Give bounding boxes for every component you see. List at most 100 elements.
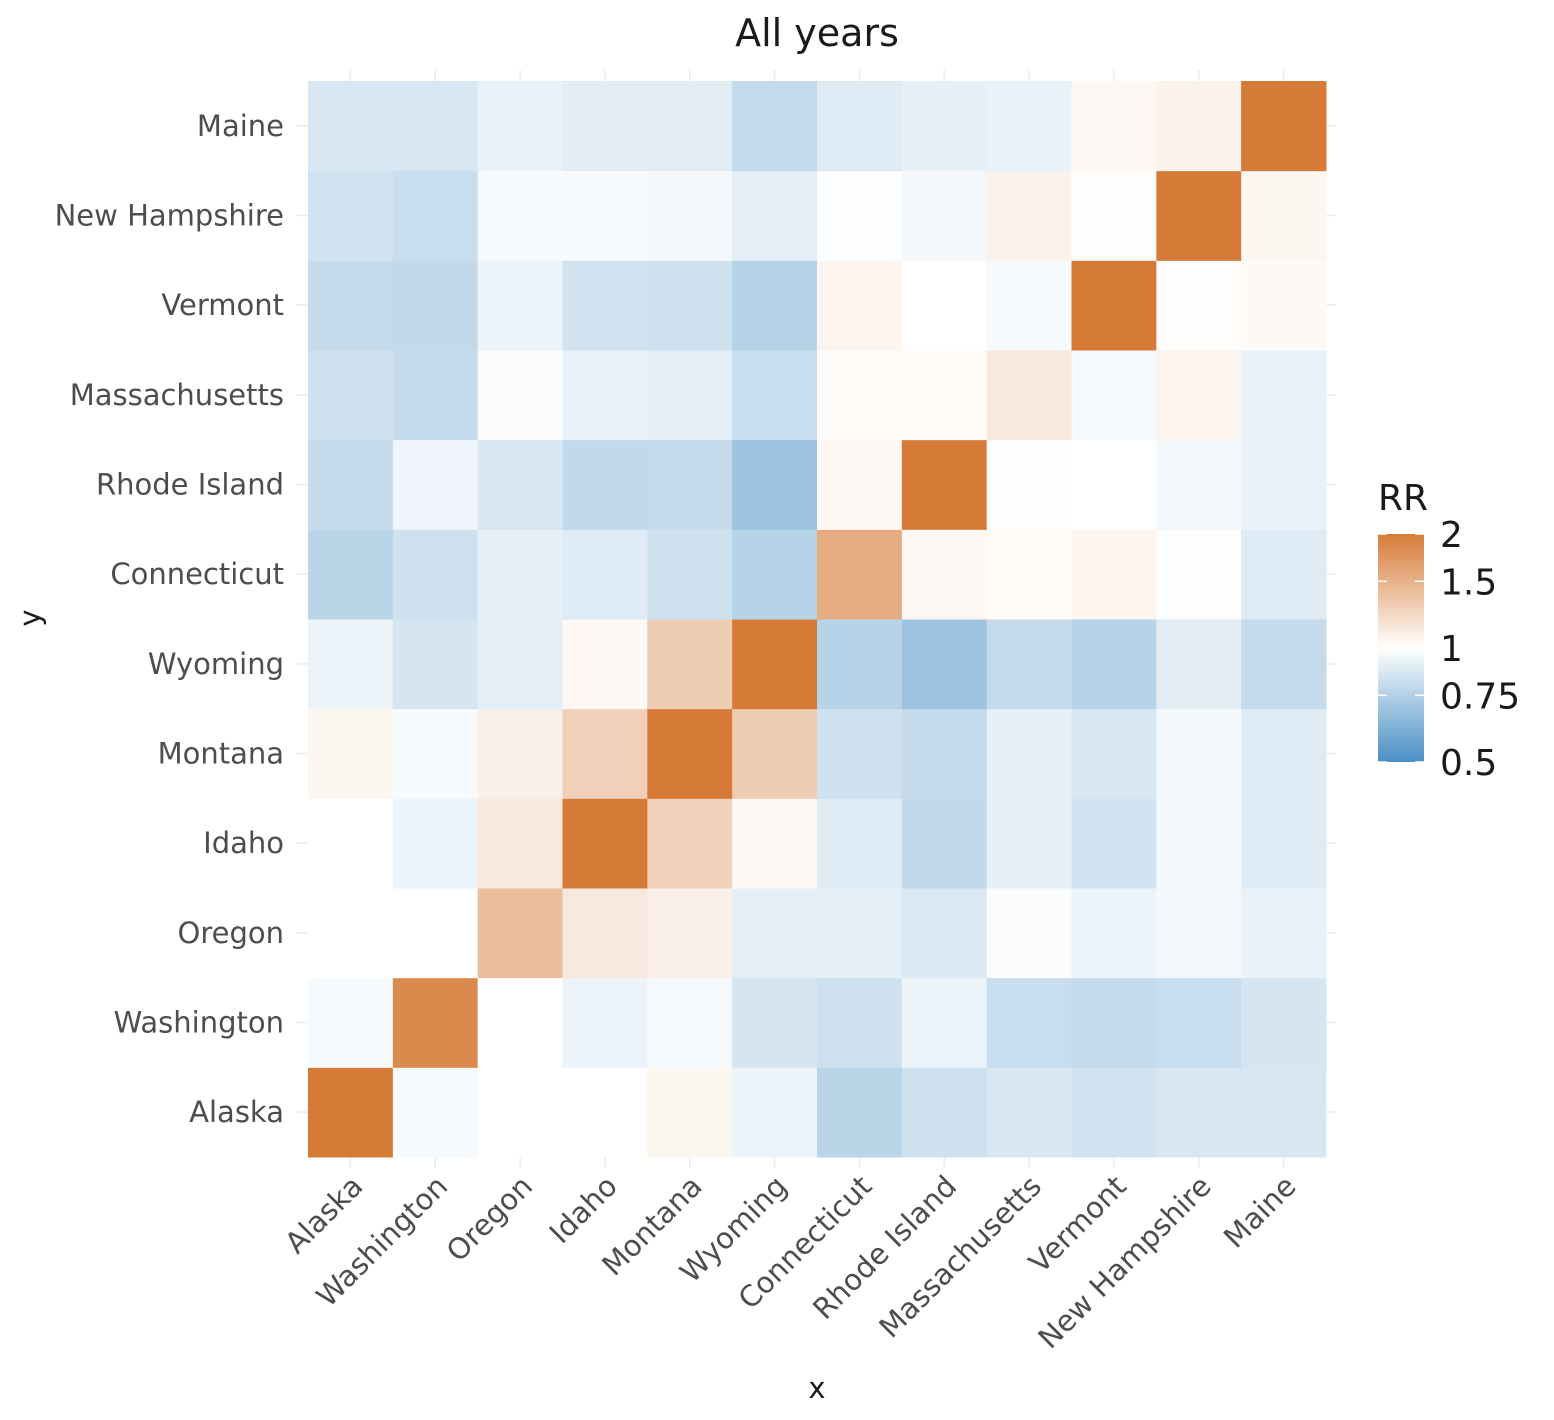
heatmap-cell [1071,798,1157,889]
heatmap-cell [1156,708,1242,799]
heatmap-cell [477,350,563,441]
heatmap-cell [986,529,1072,620]
heatmap-cell [477,529,563,620]
heatmap-cell [1071,260,1157,351]
heatmap-cell [1156,350,1242,441]
heatmap-cell [1156,170,1242,261]
heatmap-cell [308,81,394,172]
heatmap-cell [647,798,733,889]
heatmap-cell [308,798,394,889]
heatmap-cell [1241,350,1327,441]
heatmap-cell [817,888,903,979]
heatmap-cell [392,529,479,620]
heatmap-cell [308,1067,394,1158]
heatmap-cell [732,1067,818,1158]
heatmap-cell [1241,439,1327,530]
heatmap-cell [1241,888,1327,979]
heatmap-cell [562,888,648,979]
heatmap-cell [1071,1067,1157,1158]
heatmap-cell [1071,708,1157,799]
heatmap-cell [986,619,1072,710]
heatmap-cell [647,170,733,261]
heatmap-cell [477,619,563,710]
heatmap-cell [732,708,818,799]
chart-title: All years [735,11,899,55]
heatmap-cell [308,529,394,620]
heatmap-cell [732,439,818,530]
heatmap-cell [901,350,988,441]
y-tick-label: Connecticut [110,557,284,591]
heatmap-cell [392,708,479,799]
heatmap-cell [732,798,818,889]
heatmap-cell [392,439,479,530]
heatmap-cell [901,170,988,261]
heatmap-cell [562,81,648,172]
heatmap-cell [562,439,648,530]
heatmap-cell [732,350,818,441]
heatmap-cell [647,1067,733,1158]
heatmap-cell [986,798,1072,889]
heatmap-cell [1156,619,1242,710]
heatmap-cell [817,260,903,351]
y-tick-labels: Alaska Washington Oregon Idaho Montana Wyomin… [55,109,284,1129]
y-tick-label: Washington [114,1006,284,1040]
heatmap-cell [1241,619,1327,710]
heatmap-cell [392,81,479,172]
heatmap-cell [562,977,648,1068]
heatmap-cell [1071,977,1157,1068]
heatmap-cell [477,260,563,351]
heatmap-cell [392,1067,479,1158]
y-tick-label: Vermont [161,288,284,322]
x-tick-label: Idaho [543,1169,624,1250]
heatmap-cell [732,888,818,979]
heatmap-cell [647,529,733,620]
heatmap-cell [647,81,733,172]
heatmap-cell [817,1067,903,1158]
heatmap-cell [817,439,903,530]
y-tick-label: New Hampshire [55,199,284,233]
heatmap-cell [647,439,733,530]
heatmap-cell [986,977,1072,1068]
heatmap-cell [986,439,1072,530]
heatmap-cell [477,977,563,1068]
cell-layer [308,81,1327,1158]
heatmap-cell [1241,798,1327,889]
heatmap-cell [817,81,903,172]
legend-label: 0.75 [1440,676,1520,717]
heatmap-cell [901,439,988,530]
heatmap-cell [562,708,648,799]
heatmap-cell [901,81,988,172]
legend: RR 0.5 0.75 1 1.5 2 [1378,478,1520,784]
heatmap-cell [986,170,1072,261]
y-tick-label: Wyoming [148,647,284,681]
heatmap-cell [392,619,479,710]
heatmap-cell [392,350,479,441]
heatmap-cell [1156,977,1242,1068]
heatmap-cell [986,1067,1072,1158]
heatmap-cell [1156,260,1242,351]
heatmap-cell [732,977,818,1068]
heatmap-cell [647,350,733,441]
heatmap-cell [1241,81,1327,172]
heatmap-cell [1071,350,1157,441]
heatmap-cell [647,977,733,1068]
heatmap-cell [1241,529,1327,620]
heatmap-cell [1156,1067,1242,1158]
y-tick-label: Alaska [189,1095,284,1129]
heatmap-cell [308,170,394,261]
heatmap-cell [562,1067,648,1158]
heatmap-cell [901,619,988,710]
heatmap-cell [986,260,1072,351]
heatmap-cell [1156,888,1242,979]
heatmap-cell [647,708,733,799]
heatmap-cell [901,977,988,1068]
heatmap-cell [1071,888,1157,979]
y-axis-title: y [13,609,47,626]
heatmap-cell [1156,529,1242,620]
heatmap-cell [562,260,648,351]
heatmap-cell [1241,1067,1327,1158]
heatmap-cell [1071,170,1157,261]
heatmap-cell [732,260,818,351]
heatmap-cell [308,260,394,351]
